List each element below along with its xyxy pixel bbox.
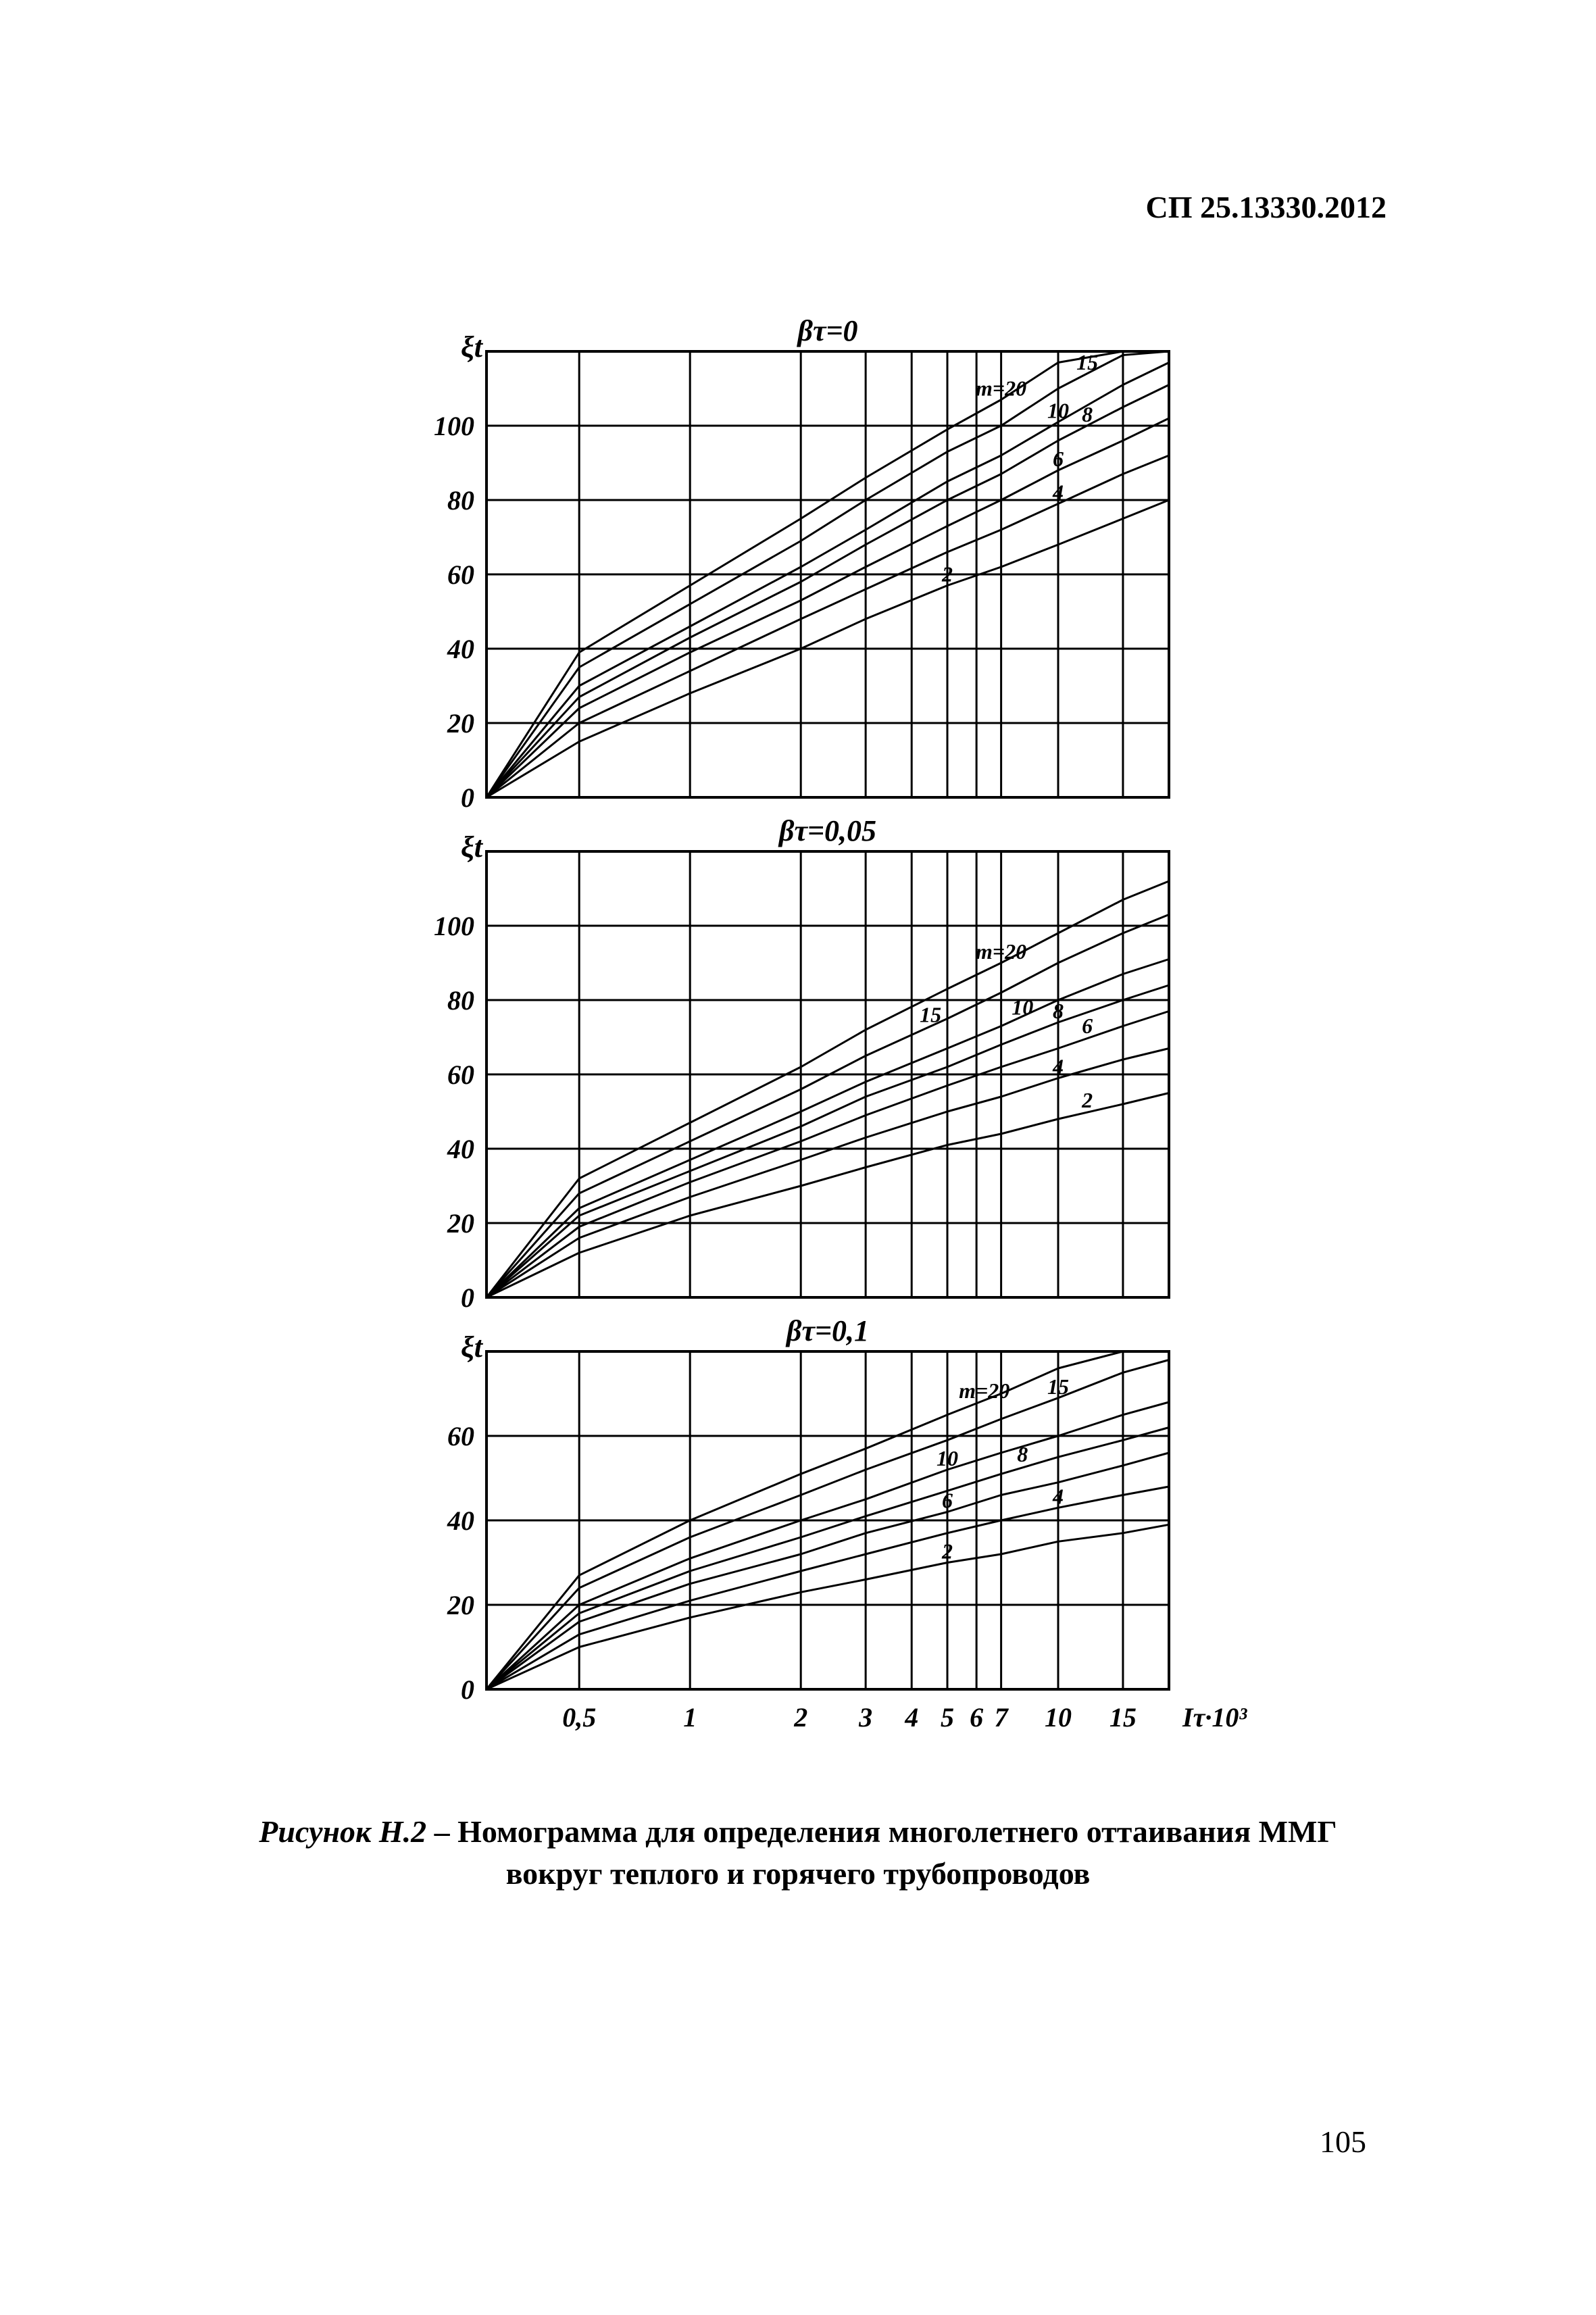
svg-text:15: 15: [1109, 1702, 1137, 1733]
svg-text:4: 4: [1052, 1484, 1064, 1508]
svg-text:ξt: ξt: [461, 1330, 484, 1364]
svg-text:60: 60: [447, 1060, 474, 1090]
svg-text:0: 0: [461, 782, 474, 813]
svg-text:5: 5: [941, 1702, 954, 1733]
figure-caption: Рисунок Н.2 – Номограмма для определения…: [0, 1811, 1596, 1895]
svg-text:m=20: m=20: [976, 376, 1026, 401]
svg-text:4: 4: [1052, 480, 1064, 505]
svg-text:0,5: 0,5: [562, 1702, 596, 1733]
page-number: 105: [1320, 2124, 1366, 2160]
svg-text:80: 80: [447, 485, 474, 516]
svg-text:60: 60: [447, 559, 474, 590]
caption-line-2: вокруг теплого и горячего трубопроводов: [506, 1856, 1091, 1891]
svg-text:m=20: m=20: [959, 1378, 1009, 1403]
svg-text:6: 6: [1082, 1014, 1093, 1038]
svg-text:ξt: ξt: [461, 830, 484, 864]
svg-text:80: 80: [447, 985, 474, 1016]
svg-text:4: 4: [1052, 1055, 1064, 1079]
svg-text:100: 100: [434, 911, 474, 941]
svg-text:6: 6: [1053, 447, 1064, 471]
svg-text:1: 1: [683, 1702, 697, 1733]
svg-text:2: 2: [941, 1539, 953, 1564]
svg-text:4: 4: [904, 1702, 918, 1733]
svg-text:ξt: ξt: [461, 330, 484, 364]
figure-label: Рисунок Н.2: [259, 1814, 426, 1849]
nomogram-chart: 020406080100ξtβτ=024681015m=200204060801…: [392, 311, 1270, 1750]
svg-text:10: 10: [1012, 995, 1033, 1020]
svg-text:10: 10: [937, 1446, 958, 1470]
svg-text:2: 2: [941, 562, 953, 587]
svg-text:20: 20: [447, 1208, 474, 1239]
svg-text:100: 100: [434, 411, 474, 441]
svg-text:Iτ·10³: Iτ·10³: [1182, 1702, 1247, 1733]
svg-text:βτ=0: βτ=0: [796, 314, 857, 347]
svg-text:βτ=0,1: βτ=0,1: [785, 1314, 869, 1347]
svg-text:6: 6: [970, 1702, 983, 1733]
svg-text:15: 15: [920, 1003, 941, 1027]
svg-text:15: 15: [1076, 350, 1098, 374]
svg-text:20: 20: [447, 708, 474, 739]
page: СП 25.13330.2012 020406080100ξtβτ=024681…: [0, 0, 1596, 2315]
svg-text:60: 60: [447, 1421, 474, 1451]
svg-text:40: 40: [447, 1505, 474, 1536]
svg-text:10: 10: [1047, 399, 1069, 423]
svg-text:20: 20: [447, 1590, 474, 1620]
svg-text:15: 15: [1047, 1374, 1069, 1399]
document-code: СП 25.13330.2012: [1146, 189, 1387, 225]
svg-text:10: 10: [1045, 1702, 1072, 1733]
svg-text:3: 3: [858, 1702, 872, 1733]
svg-text:40: 40: [447, 634, 474, 664]
caption-line-1: Номограмма для определения многолетнего …: [457, 1814, 1337, 1849]
svg-text:0: 0: [461, 1674, 474, 1705]
svg-text:2: 2: [793, 1702, 807, 1733]
svg-text:40: 40: [447, 1134, 474, 1164]
svg-text:2: 2: [1081, 1088, 1093, 1112]
svg-text:m=20: m=20: [976, 939, 1026, 964]
svg-text:0: 0: [461, 1283, 474, 1313]
svg-text:7: 7: [995, 1702, 1009, 1733]
svg-text:βτ=0,05: βτ=0,05: [778, 814, 876, 847]
charts-container: 020406080100ξtβτ=024681015m=200204060801…: [392, 311, 1243, 1750]
caption-dash: –: [434, 1814, 458, 1849]
